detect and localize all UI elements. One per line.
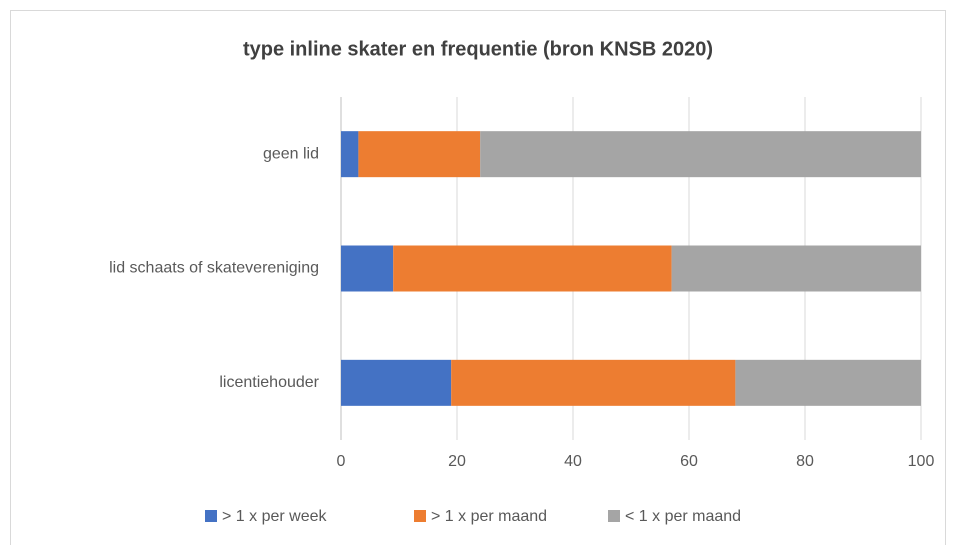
bar-segment bbox=[341, 245, 394, 292]
bar-segment bbox=[735, 359, 921, 406]
x-tick-label: 100 bbox=[908, 453, 935, 470]
bar-segment bbox=[358, 131, 481, 178]
bar-segment bbox=[341, 359, 452, 406]
chart-title: type inline skater en frequentie (bron K… bbox=[243, 38, 713, 60]
y-tick-label: geen lid bbox=[263, 145, 319, 162]
legend-label: < 1 x per maand bbox=[625, 508, 741, 525]
y-tick-label: lid schaats of skatevereniging bbox=[109, 260, 319, 277]
x-tick-label: 60 bbox=[680, 453, 698, 470]
x-tick-label: 0 bbox=[337, 453, 346, 470]
legend-swatch bbox=[205, 510, 217, 522]
bar-segment bbox=[393, 245, 672, 292]
bar-segment bbox=[671, 245, 921, 292]
x-tick-label: 20 bbox=[448, 453, 466, 470]
x-tick-label: 40 bbox=[564, 453, 582, 470]
legend-label: > 1 x per maand bbox=[431, 508, 547, 525]
x-tick-label: 80 bbox=[796, 453, 814, 470]
bar-segment bbox=[480, 131, 921, 178]
legend-swatch bbox=[608, 510, 620, 522]
y-tick-label: licentiehouder bbox=[219, 374, 319, 391]
bar-segment bbox=[451, 359, 736, 406]
bar-segment bbox=[341, 131, 359, 178]
legend-label: > 1 x per week bbox=[222, 508, 328, 525]
legend-swatch bbox=[414, 510, 426, 522]
